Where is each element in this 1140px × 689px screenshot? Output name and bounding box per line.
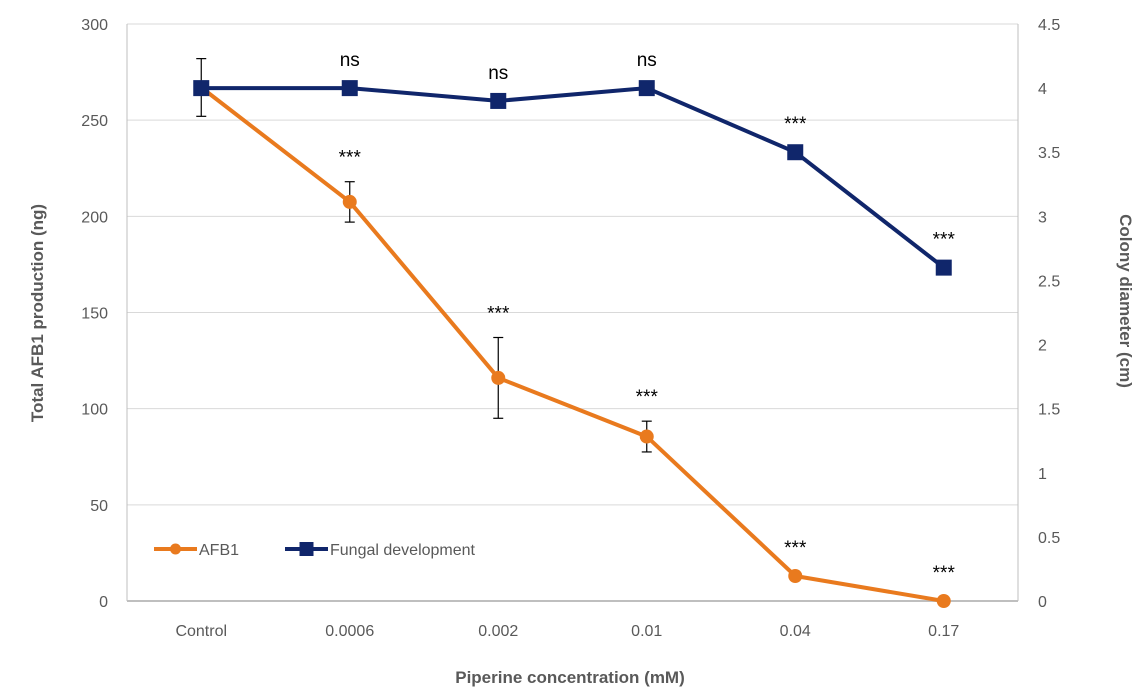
fungal-point	[341, 80, 358, 97]
significance-label: ***	[784, 114, 807, 135]
significance-label: ns	[340, 50, 360, 71]
afb1-point	[491, 370, 506, 385]
afb1-point	[342, 194, 357, 209]
fungal-point	[638, 80, 655, 97]
y-tick-label: 0	[99, 594, 108, 611]
afb1-line	[200, 85, 945, 603]
y2-tick-label: 1	[1038, 466, 1047, 483]
x-tick-label: 0.17	[928, 623, 959, 640]
afb1-point	[639, 429, 654, 444]
x-axis-title: Piperine concentration (mM)	[455, 668, 685, 687]
y2-tick-label: 2	[1038, 338, 1047, 355]
y-tick-label: 300	[81, 17, 108, 34]
significance-label: ***	[784, 538, 807, 559]
legend: AFB1 Fungal development	[154, 542, 476, 559]
y2-tick-label: 4	[1038, 81, 1047, 98]
fungal-line	[201, 86, 946, 270]
y-tick-label: 150	[81, 306, 108, 323]
y-tick-label: 200	[81, 209, 108, 226]
y-tick-label: 50	[90, 498, 108, 515]
y-tick-label: 250	[81, 113, 108, 130]
significance-label: ***	[933, 563, 956, 584]
y2-tick-label: 3.5	[1038, 145, 1060, 162]
fungal-point	[935, 259, 952, 276]
significance-label: ***	[339, 148, 362, 169]
y2-axis-title: Colony diameter (cm)	[1116, 214, 1135, 388]
significance-label: ns	[488, 63, 508, 84]
y2-tick-label: 3	[1038, 209, 1047, 226]
fungal-point	[490, 92, 507, 109]
y2-tick-label: 0	[1038, 594, 1047, 611]
y2-tick-label: 2.5	[1038, 273, 1060, 290]
fungal-point	[193, 80, 210, 97]
legend-label: AFB1	[199, 542, 239, 559]
significance-label: ***	[636, 387, 659, 408]
x-tick-label: 0.0006	[325, 623, 374, 640]
axes: 0 50 100 150 200 250 300 0 0.5 1 1.5 2 2.5 3 3.5 4 4.5 Co…	[81, 17, 1060, 640]
legend-marker-circle	[170, 543, 181, 555]
y2-tick-label: 0.5	[1038, 530, 1060, 547]
y-tick-label: 100	[81, 402, 108, 419]
x-tick-label: 0.04	[780, 623, 811, 640]
series-layer	[193, 58, 952, 608]
legend-label: Fungal development	[330, 542, 476, 559]
significance-label: ns	[637, 50, 657, 71]
significance-label: ***	[933, 230, 956, 251]
significance-label: ***	[487, 304, 510, 325]
annotations: *** *** *** *** *** ns ns ns *** ***	[339, 50, 956, 584]
legend-marker-square	[299, 542, 314, 556]
afb1-point	[788, 568, 803, 583]
afb1-point	[936, 594, 951, 608]
x-tick-label: Control	[175, 623, 227, 640]
gridlines	[127, 23, 1018, 506]
x-tick-label: 0.01	[631, 623, 662, 640]
x-tick-label: 0.002	[478, 623, 518, 640]
fungal-point	[787, 144, 804, 161]
y2-tick-label: 1.5	[1038, 402, 1060, 419]
y2-tick-label: 4.5	[1038, 17, 1060, 34]
y-axis-title: Total AFB1 production (ng)	[28, 204, 47, 422]
